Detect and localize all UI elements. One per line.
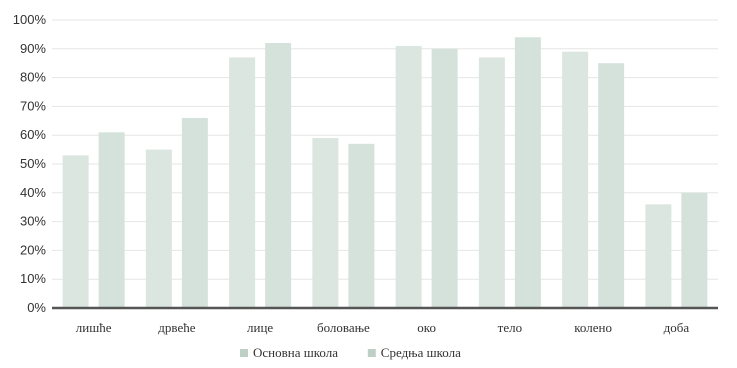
y-tick-label: 90% — [20, 41, 46, 56]
x-tick-label: лишће — [76, 320, 112, 335]
y-tick-label: 20% — [20, 242, 46, 257]
bar — [681, 192, 708, 308]
x-tick-label: доба — [664, 320, 690, 335]
legend-swatch — [240, 349, 248, 357]
bar — [181, 117, 208, 308]
legend-entry: Основна школа — [253, 345, 338, 360]
bar — [431, 48, 458, 309]
y-tick-label: 40% — [20, 185, 46, 200]
x-tick-label: око — [417, 320, 436, 335]
bar — [62, 155, 89, 308]
x-tick-label: дрвеће — [158, 320, 195, 335]
bar — [598, 63, 625, 309]
bar — [265, 43, 292, 308]
y-tick-label: 10% — [20, 271, 46, 286]
x-tick-label: тело — [498, 320, 522, 335]
bar — [312, 138, 339, 308]
y-tick-label: 0% — [27, 300, 46, 315]
legend-entry: Средња школа — [381, 345, 461, 360]
bar — [645, 204, 672, 308]
x-tick-label: лице — [247, 320, 273, 335]
bar — [229, 57, 256, 308]
bar — [478, 57, 505, 308]
bar — [395, 45, 422, 309]
y-tick-label: 30% — [20, 214, 46, 229]
bar — [514, 37, 541, 308]
y-tick-label: 80% — [20, 70, 46, 85]
x-tick-label: колено — [574, 320, 612, 335]
legend-swatch — [367, 349, 376, 357]
y-tick-label: 60% — [20, 127, 46, 142]
bar — [98, 132, 125, 308]
x-tick-label: боловање — [317, 320, 370, 335]
y-tick-label: 70% — [20, 98, 46, 113]
y-tick-label: 100% — [13, 12, 47, 27]
bar — [145, 149, 172, 308]
y-tick-label: 50% — [20, 156, 46, 171]
bar — [562, 51, 589, 309]
bar — [348, 143, 375, 308]
